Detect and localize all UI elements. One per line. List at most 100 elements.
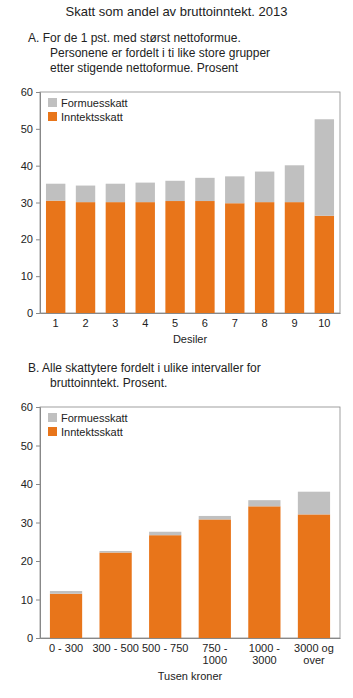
bar	[165, 181, 184, 201]
bar	[225, 203, 244, 313]
legend-swatch	[48, 112, 57, 121]
figure-title: Skatt som andel av bruttoinntekt. 2013	[66, 4, 288, 19]
x-tick: 4	[142, 317, 148, 329]
legend-item: Inntektsskatt	[48, 426, 123, 438]
y-axis-line	[36, 408, 41, 639]
bar	[315, 216, 334, 313]
x-tick: 6	[202, 317, 208, 329]
y-tick-mark	[36, 638, 40, 639]
legend-item: Formuesskatt	[48, 97, 128, 109]
y-tick: 0	[27, 307, 40, 319]
bar	[76, 186, 95, 203]
x-tick-label: 1	[53, 317, 59, 329]
y-tick: 0	[27, 632, 40, 644]
y-tick: 10	[21, 594, 40, 606]
bar	[106, 184, 125, 202]
x-axis-title: Tusen kroner	[158, 670, 223, 682]
y-tick-label: 30	[21, 517, 33, 529]
y-tick-mark	[36, 561, 40, 562]
x-tick-label: 6	[202, 317, 208, 329]
chart-title: B. Alle skattytere fordelt i ulike inter…	[28, 361, 261, 375]
y-tick-mark	[36, 166, 40, 167]
legend: Formuesskatt Inntektsskatt	[48, 97, 128, 123]
bar	[50, 591, 82, 594]
y-tick-label: 40	[21, 478, 33, 490]
y-tick-mark	[36, 446, 40, 447]
y-tick-mark	[36, 484, 40, 485]
x-axis-line	[41, 638, 341, 639]
bar	[136, 183, 155, 203]
legend-label: Formuesskatt	[61, 97, 128, 109]
y-axis-line	[36, 93, 41, 314]
legend-label: Formuesskatt	[61, 412, 128, 424]
y-tick-label: 0	[27, 632, 33, 644]
bar	[285, 165, 304, 202]
y-tick-mark	[36, 129, 40, 130]
y-tick-mark	[36, 523, 40, 524]
x-tick-label: 500 - 750	[142, 642, 188, 654]
y-tick-label: 20	[21, 555, 33, 567]
x-tick: 750 -1000	[202, 642, 227, 666]
legend-swatch	[48, 427, 57, 436]
legend-item: Inntektsskatt	[48, 111, 123, 123]
bars	[46, 119, 334, 313]
chart-title: etter stigende nettoformue. Prosent	[50, 61, 239, 75]
legend-item: Formuesskatt	[48, 412, 128, 424]
bar	[165, 201, 184, 313]
y-tick: 30	[21, 197, 40, 209]
bar	[248, 506, 280, 638]
x-tick-label: 1000 -3000	[249, 642, 281, 666]
x-tick-label: 0 - 300	[49, 642, 83, 654]
chart-title: A. For de 1 pst. med størst nettoformue.	[28, 31, 241, 45]
x-axis: 0 - 300 300 - 500 500 - 750 750 -1000 1000 -…	[41, 639, 341, 666]
plot-frame	[40, 407, 340, 638]
y-tick: 40	[21, 160, 40, 172]
x-tick: 300 - 500	[92, 642, 138, 654]
x-tick: 9	[291, 317, 297, 329]
legend: Formuesskatt Inntektsskatt	[48, 412, 128, 438]
bar	[100, 553, 132, 638]
x-tick: 0 - 300	[49, 642, 83, 654]
x-tick: 2	[82, 317, 88, 329]
x-tick-label: 750 -1000	[202, 642, 227, 666]
bars	[50, 492, 330, 638]
bar	[149, 532, 181, 535]
x-tick-label: 4	[142, 317, 148, 329]
legend-swatch	[48, 413, 57, 422]
y-tick-label: 40	[21, 160, 33, 172]
y-axis: 0102030405060	[21, 86, 41, 319]
y-tick-label: 60	[21, 86, 33, 98]
y-tick: 60	[21, 401, 40, 413]
chart: A. For de 1 pst. med størst nettoformue.…	[21, 31, 341, 345]
y-tick-mark	[36, 239, 40, 240]
y-tick: 50	[21, 440, 40, 452]
figure: Skatt som andel av bruttoinntekt. 2013 A.…	[0, 0, 353, 698]
y-tick-label: 10	[21, 270, 33, 282]
bar	[199, 516, 231, 519]
x-tick-label: 3	[112, 317, 118, 329]
bar	[248, 500, 280, 506]
y-tick: 50	[21, 123, 40, 135]
x-tick: 3	[112, 317, 118, 329]
y-tick: 20	[21, 555, 40, 567]
plot-frame	[40, 92, 340, 313]
x-tick-label: 2	[82, 317, 88, 329]
bar	[195, 178, 214, 201]
bar	[255, 172, 274, 203]
bar	[298, 514, 330, 638]
legend-label: Inntektsskatt	[61, 426, 123, 438]
bar	[149, 535, 181, 638]
x-tick-label: 10	[318, 317, 330, 329]
bar	[199, 519, 231, 638]
x-tick-label: 300 - 500	[92, 642, 138, 654]
y-tick: 40	[21, 478, 40, 490]
y-tick-label: 50	[21, 123, 33, 135]
x-tick-label: 8	[262, 317, 268, 329]
y-tick-label: 50	[21, 440, 33, 452]
x-tick: 500 - 750	[142, 642, 188, 654]
x-tick-label: 3000 ogover	[294, 642, 334, 666]
bar	[315, 119, 334, 216]
chart-title: bruttoinntekt. Prosent.	[50, 376, 167, 390]
y-tick-label: 0	[27, 307, 33, 319]
bar	[255, 202, 274, 313]
